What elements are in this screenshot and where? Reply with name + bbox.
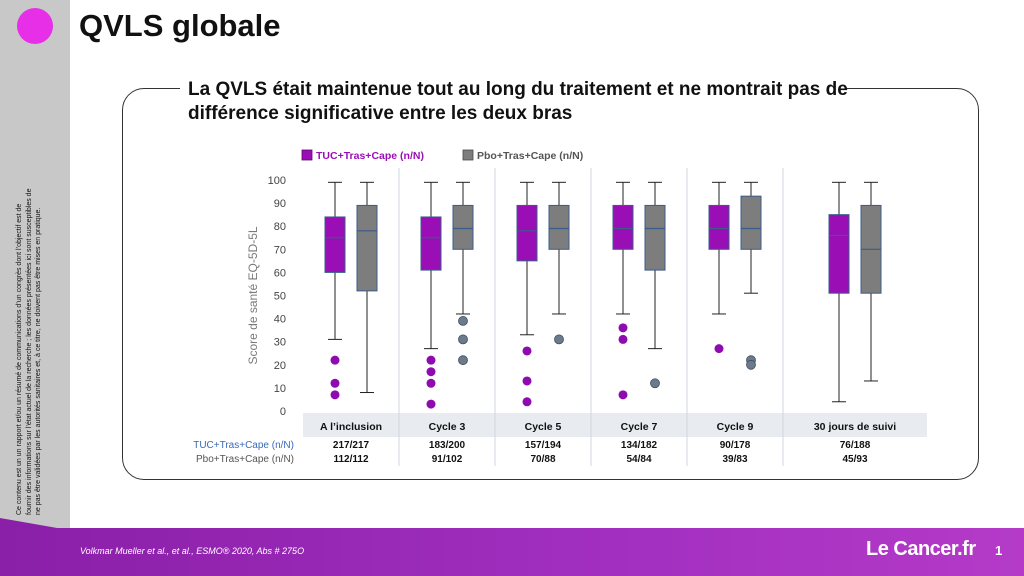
box-pbo bbox=[548, 204, 570, 250]
y-tick-label: 80 bbox=[274, 221, 286, 233]
outlier-tuc bbox=[330, 390, 340, 400]
y-tick-label: 100 bbox=[268, 175, 286, 187]
footer-bar bbox=[0, 528, 1024, 576]
y-tick-label: 20 bbox=[274, 360, 286, 372]
box-pbo bbox=[644, 204, 666, 271]
box-tuc bbox=[324, 216, 346, 273]
outlier-tuc bbox=[426, 378, 436, 388]
box-tuc bbox=[708, 204, 730, 250]
y-tick-label: 30 bbox=[274, 337, 286, 349]
count-value-pbo: 70/88 bbox=[530, 454, 555, 465]
outlier-tuc bbox=[618, 390, 628, 400]
count-value-tuc: 134/182 bbox=[621, 440, 658, 451]
outlier-pbo bbox=[458, 334, 468, 345]
outlier-tuc bbox=[426, 367, 436, 377]
outlier-tuc bbox=[330, 355, 340, 365]
category-label: Cycle 5 bbox=[525, 421, 562, 433]
outlier-tuc bbox=[522, 397, 532, 407]
box-tuc bbox=[516, 204, 538, 262]
count-value-pbo: 54/84 bbox=[626, 454, 651, 465]
count-value-pbo: 45/93 bbox=[842, 454, 867, 465]
y-tick-label: 70 bbox=[274, 244, 286, 256]
y-tick-label: 50 bbox=[274, 291, 286, 303]
outlier-pbo bbox=[650, 378, 660, 389]
category-band bbox=[303, 413, 927, 437]
outlier-tuc bbox=[330, 378, 340, 388]
y-tick-label: 40 bbox=[274, 314, 286, 326]
category-label: Cycle 7 bbox=[621, 421, 658, 433]
legend-swatch-tuc bbox=[301, 149, 313, 161]
box-pbo bbox=[452, 204, 474, 250]
box-tuc bbox=[828, 214, 850, 294]
reference-text: Volkmar Mueller et al., et al., ESMO® 20… bbox=[80, 546, 305, 556]
legend-swatch-pbo bbox=[462, 149, 474, 161]
box-tuc bbox=[420, 216, 442, 271]
legend-label-pbo: Pbo+Tras+Cape (n/N) bbox=[477, 150, 583, 162]
counts-row-label-tuc: TUC+Tras+Cape (n/N) bbox=[193, 440, 294, 451]
outlier-tuc bbox=[618, 334, 628, 344]
category-label: Cycle 9 bbox=[717, 421, 754, 433]
y-axis-label: Score de santé EQ-5D-5L bbox=[246, 226, 260, 364]
page-title: QVLS globale bbox=[79, 8, 281, 43]
y-tick-label: 60 bbox=[274, 267, 286, 279]
outlier-tuc bbox=[522, 376, 532, 386]
count-value-tuc: 90/178 bbox=[720, 440, 751, 451]
category-label: 30 jours de suivi bbox=[814, 421, 896, 433]
outlier-pbo bbox=[458, 355, 468, 366]
count-value-tuc: 157/194 bbox=[525, 440, 562, 451]
category-label: Cycle 3 bbox=[429, 421, 466, 433]
outlier-pbo bbox=[746, 359, 756, 370]
outlier-tuc bbox=[426, 399, 436, 409]
outlier-tuc bbox=[522, 346, 532, 356]
count-value-tuc: 183/200 bbox=[429, 440, 466, 451]
counts-row-label-pbo: Pbo+Tras+Cape (n/N) bbox=[196, 454, 294, 465]
count-value-tuc: 76/188 bbox=[840, 440, 871, 451]
slide-subtitle: La QVLS était maintenue tout au long du … bbox=[188, 79, 848, 124]
outlier-tuc bbox=[714, 344, 724, 354]
category-label: A l’inclusion bbox=[320, 421, 382, 433]
y-tick-label: 0 bbox=[280, 406, 286, 418]
y-tick-label: 90 bbox=[274, 198, 286, 210]
outlier-tuc bbox=[618, 323, 628, 333]
box-tuc bbox=[612, 204, 634, 250]
legend-label-tuc: TUC+Tras+Cape (n/N) bbox=[316, 150, 424, 162]
page-number: 1 bbox=[995, 543, 1003, 558]
count-value-pbo: 91/102 bbox=[432, 454, 463, 465]
accent-dot bbox=[17, 8, 53, 44]
y-tick-label: 10 bbox=[274, 383, 286, 395]
count-value-pbo: 39/83 bbox=[722, 454, 747, 465]
lecancer-logo: Le Cancer.fr bbox=[866, 538, 976, 560]
count-value-pbo: 112/112 bbox=[333, 454, 368, 465]
outlier-pbo bbox=[554, 334, 564, 345]
count-value-tuc: 217/217 bbox=[333, 440, 370, 451]
outlier-tuc bbox=[426, 355, 436, 365]
frame-gap bbox=[180, 78, 845, 128]
left-sidebar bbox=[0, 0, 70, 528]
outlier-pbo bbox=[458, 316, 468, 326]
box-pbo bbox=[356, 204, 378, 292]
box-pbo bbox=[740, 195, 762, 250]
